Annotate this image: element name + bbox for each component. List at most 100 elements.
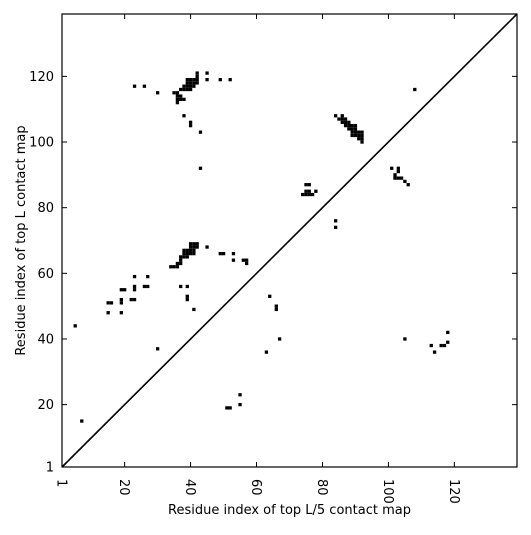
contact-point	[155, 91, 160, 95]
contact-point	[179, 284, 183, 289]
contact-point	[396, 176, 400, 180]
contact-point	[192, 251, 196, 256]
contact-point	[304, 192, 308, 197]
contact-point	[264, 350, 269, 354]
contact-point	[340, 114, 344, 118]
contact-point	[188, 245, 193, 249]
contact-point	[225, 406, 229, 410]
contact-point	[343, 120, 348, 124]
contact-point	[337, 117, 341, 121]
contact-point	[350, 127, 354, 131]
contact-point	[195, 71, 199, 75]
contact-point	[188, 251, 193, 256]
contact-point	[218, 251, 222, 256]
contact-point	[205, 245, 209, 249]
contact-point	[155, 347, 160, 351]
contact-point	[175, 97, 180, 101]
contact-point	[175, 91, 180, 95]
contact-point	[314, 189, 318, 193]
x-axis-label: Residue index of top L/5 contact map	[168, 503, 411, 518]
contact-point	[182, 114, 186, 118]
contact-point	[185, 78, 189, 82]
contact-point	[188, 84, 193, 88]
contact-point	[185, 248, 189, 252]
contact-point	[195, 81, 199, 85]
contact-point	[195, 242, 199, 246]
contact-point	[142, 84, 147, 88]
contact-point	[188, 78, 193, 82]
contact-point	[347, 120, 351, 124]
contact-point	[277, 337, 282, 341]
contact-point	[357, 130, 361, 134]
x-tick-label: 1	[54, 479, 69, 487]
contact-point	[244, 258, 249, 262]
contact-point	[179, 94, 183, 98]
contact-point	[360, 133, 364, 138]
contact-point	[340, 120, 344, 124]
contact-point	[198, 166, 203, 170]
contact-point	[182, 248, 186, 252]
contact-point	[350, 123, 354, 128]
contact-point	[231, 251, 236, 256]
contact-point	[228, 406, 232, 410]
contact-point	[360, 137, 364, 141]
contact-point	[185, 255, 189, 259]
contact-point	[396, 169, 400, 174]
contact-point	[334, 114, 338, 118]
contact-point	[175, 94, 180, 98]
contact-point	[307, 183, 311, 187]
y-tick-label: 1	[46, 461, 54, 476]
contact-point	[185, 87, 189, 92]
contact-point	[188, 87, 193, 92]
contact-point	[304, 183, 308, 187]
contact-point	[403, 179, 407, 184]
contact-point	[182, 84, 186, 88]
y-tick-label: 20	[37, 398, 54, 413]
contact-point	[182, 97, 186, 101]
contact-point	[179, 255, 183, 259]
contact-point	[274, 304, 278, 308]
contact-point	[192, 248, 196, 252]
contact-point	[182, 87, 186, 92]
contact-point	[192, 245, 196, 249]
contact-point	[360, 130, 364, 134]
contact-point	[192, 78, 196, 82]
contact-point	[360, 140, 364, 144]
y-axis-label: Residue index of top L contact map	[14, 125, 29, 355]
contact-point	[353, 130, 358, 134]
contact-point	[132, 288, 137, 292]
contact-point	[393, 176, 397, 180]
contact-point	[132, 84, 137, 88]
contact-point	[396, 166, 400, 170]
points-layer	[73, 71, 450, 423]
contact-point	[347, 123, 351, 128]
contact-point	[188, 242, 193, 246]
contact-point	[146, 284, 150, 289]
contact-point	[307, 192, 311, 197]
contact-point	[185, 84, 189, 88]
contact-point	[179, 97, 183, 101]
contact-point	[301, 192, 305, 197]
contact-point	[119, 297, 123, 302]
contact-point	[172, 91, 176, 95]
contact-point	[334, 225, 338, 230]
x-tick-label: 100	[380, 479, 395, 504]
contact-point	[198, 130, 203, 134]
contact-point	[357, 133, 361, 138]
contact-point	[228, 78, 232, 82]
y-tick-label: 120	[29, 70, 54, 85]
contact-point	[343, 123, 348, 128]
contact-point	[119, 311, 123, 315]
contact-point	[353, 133, 358, 138]
contact-point	[185, 284, 189, 289]
contact-point	[109, 301, 114, 305]
x-tick-label: 80	[314, 479, 329, 496]
contact-point	[432, 350, 437, 354]
contact-point	[399, 176, 404, 180]
contact-point	[188, 81, 193, 85]
contact-point	[142, 284, 147, 289]
x-tick-label: 60	[248, 479, 263, 496]
contact-point	[195, 74, 199, 79]
contact-point	[268, 294, 272, 298]
